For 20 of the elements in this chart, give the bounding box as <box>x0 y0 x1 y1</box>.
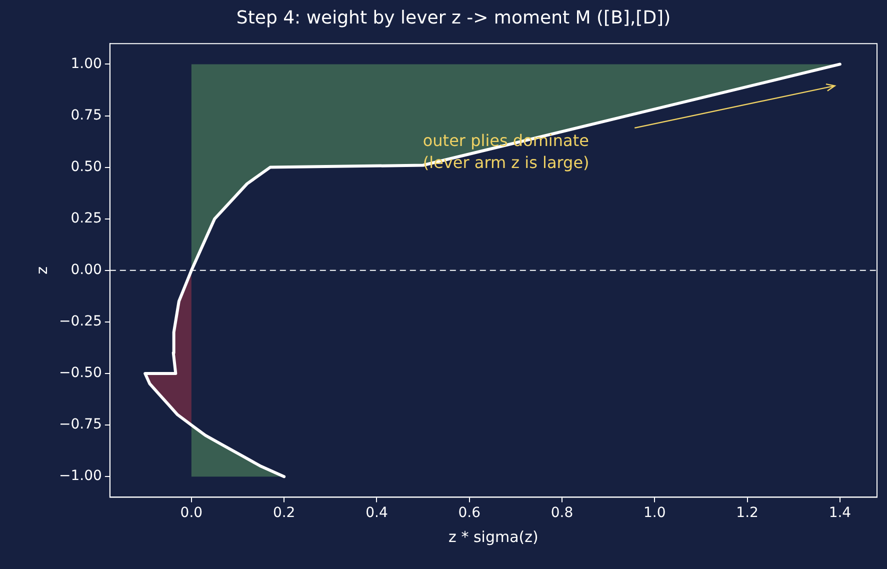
y-tick-label: 0.00 <box>70 262 102 278</box>
y-tick-label: 1.00 <box>70 56 102 72</box>
y-tick-label: −1.00 <box>58 468 102 484</box>
y-tick-label: 0.50 <box>70 158 102 175</box>
x-tick-label: 1.0 <box>644 505 666 522</box>
y-tick-label: 0.75 <box>70 107 102 124</box>
x-tick-label: 1.2 <box>736 505 758 522</box>
x-tick-label: 0.6 <box>458 505 481 522</box>
x-tick-label: 0.0 <box>180 505 203 522</box>
y-tick-label: −0.50 <box>58 365 102 382</box>
x-tick-label: 0.2 <box>272 505 296 522</box>
y-tick-label: 0.25 <box>70 210 102 226</box>
x-tick-label: 0.4 <box>366 505 388 522</box>
x-tick-label: 0.8 <box>550 505 574 522</box>
y-tick-label: −0.25 <box>58 314 102 330</box>
x-tick-label: 1.4 <box>828 505 852 522</box>
chart-title: Step 4: weight by lever z -> moment M ([B],[D]) <box>236 7 671 28</box>
x-axis-title: z * sigma(z) <box>448 528 538 546</box>
y-axis-title: z <box>32 266 51 274</box>
y-tick-label: −0.75 <box>58 416 102 433</box>
